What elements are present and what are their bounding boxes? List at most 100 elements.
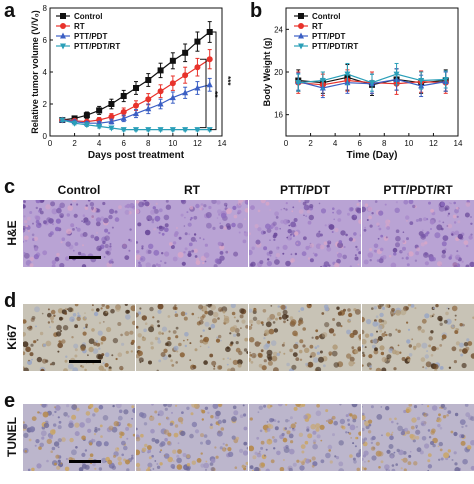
cell-nucleus [281, 343, 285, 347]
cell-nucleus [76, 316, 81, 321]
cell-nucleus [217, 365, 222, 370]
cell-nucleus [316, 345, 320, 348]
cell-nucleus [299, 358, 303, 361]
cell-nucleus [448, 256, 452, 260]
data-point [344, 71, 351, 78]
cell-nucleus [266, 349, 273, 356]
cell-nucleus [128, 211, 132, 215]
cell-nucleus [439, 426, 443, 430]
micrograph-he-3 [362, 200, 474, 267]
cell-nucleus [57, 350, 60, 353]
cell-nucleus [256, 452, 262, 458]
cell-nucleus [292, 462, 297, 467]
cell-nucleus [343, 308, 346, 312]
cell-nucleus [219, 309, 222, 312]
y-tick-label: 6 [43, 36, 48, 45]
cell-nucleus [177, 417, 184, 423]
cell-nucleus [72, 249, 75, 252]
micrograph-texture [136, 304, 248, 371]
cell-nucleus [462, 458, 468, 465]
cell-nucleus [271, 436, 275, 439]
data-point [169, 127, 176, 134]
cell-nucleus [210, 323, 216, 329]
cell-nucleus [28, 359, 30, 362]
cell-nucleus [101, 236, 107, 243]
cell-nucleus [323, 261, 330, 267]
cell-nucleus [441, 249, 446, 254]
cell-nucleus [39, 412, 42, 415]
cell-nucleus [276, 312, 282, 317]
cell-nucleus [270, 340, 277, 346]
cell-nucleus [157, 413, 160, 416]
cell-nucleus [280, 208, 283, 211]
cell-nucleus [390, 314, 394, 317]
cell-nucleus [424, 241, 428, 245]
cell-nucleus [213, 367, 216, 370]
cell-nucleus [100, 307, 103, 310]
cell-nucleus [176, 350, 179, 353]
cell-nucleus [405, 256, 409, 260]
cell-nucleus [303, 236, 307, 241]
cell-nucleus [200, 335, 203, 338]
cell-nucleus [141, 245, 144, 248]
cell-nucleus [275, 216, 279, 219]
cell-nucleus [199, 207, 203, 211]
data-point [145, 105, 152, 112]
cell-nucleus [220, 212, 227, 219]
cell-nucleus [166, 441, 171, 445]
cell-nucleus [306, 209, 311, 214]
cell-nucleus [292, 427, 294, 430]
y-tick-label: 8 [43, 4, 48, 13]
cell-nucleus [443, 452, 450, 459]
cell-nucleus [250, 360, 254, 364]
cell-nucleus [100, 216, 105, 221]
cell-nucleus [402, 457, 408, 463]
cell-nucleus [441, 254, 446, 259]
cell-nucleus [54, 405, 61, 411]
cell-nucleus [120, 368, 123, 371]
cell-nucleus [73, 343, 79, 349]
cell-nucleus [259, 429, 263, 433]
cell-nucleus [395, 309, 402, 316]
cell-nucleus [320, 459, 325, 464]
cell-nucleus [429, 314, 433, 318]
x-tick-label: 12 [193, 139, 202, 148]
cell-nucleus [466, 445, 471, 450]
cell-nucleus [452, 262, 458, 267]
cell-nucleus [411, 338, 414, 341]
cell-nucleus [454, 208, 459, 214]
cell-nucleus [357, 348, 361, 352]
cell-nucleus [432, 307, 435, 310]
legend-marker [60, 43, 66, 50]
cell-nucleus [188, 233, 191, 236]
cell-nucleus [362, 206, 366, 213]
cell-nucleus [77, 312, 80, 315]
cell-nucleus [440, 457, 444, 461]
cell-nucleus [232, 333, 237, 337]
cell-nucleus [416, 447, 422, 453]
cell-nucleus [68, 363, 74, 370]
cell-nucleus [378, 258, 384, 264]
cell-nucleus [76, 203, 79, 206]
cell-nucleus [284, 427, 287, 430]
cell-nucleus [275, 256, 278, 259]
cell-nucleus [265, 448, 268, 451]
cell-nucleus [170, 245, 175, 249]
cell-nucleus [99, 424, 103, 428]
cell-nucleus [212, 404, 219, 409]
cell-nucleus [413, 461, 418, 466]
cell-nucleus [252, 316, 258, 321]
cell-nucleus [235, 347, 241, 353]
cell-nucleus [49, 231, 54, 236]
cell-nucleus [358, 449, 361, 454]
cell-nucleus [388, 333, 392, 337]
cell-nucleus [223, 226, 227, 230]
data-point [319, 78, 326, 85]
cell-nucleus [363, 259, 369, 265]
cell-nucleus [438, 220, 441, 223]
cell-nucleus [207, 310, 214, 316]
cell-nucleus [427, 464, 433, 469]
cell-nucleus [266, 421, 269, 423]
cell-nucleus [237, 363, 242, 368]
cell-nucleus [109, 245, 112, 248]
